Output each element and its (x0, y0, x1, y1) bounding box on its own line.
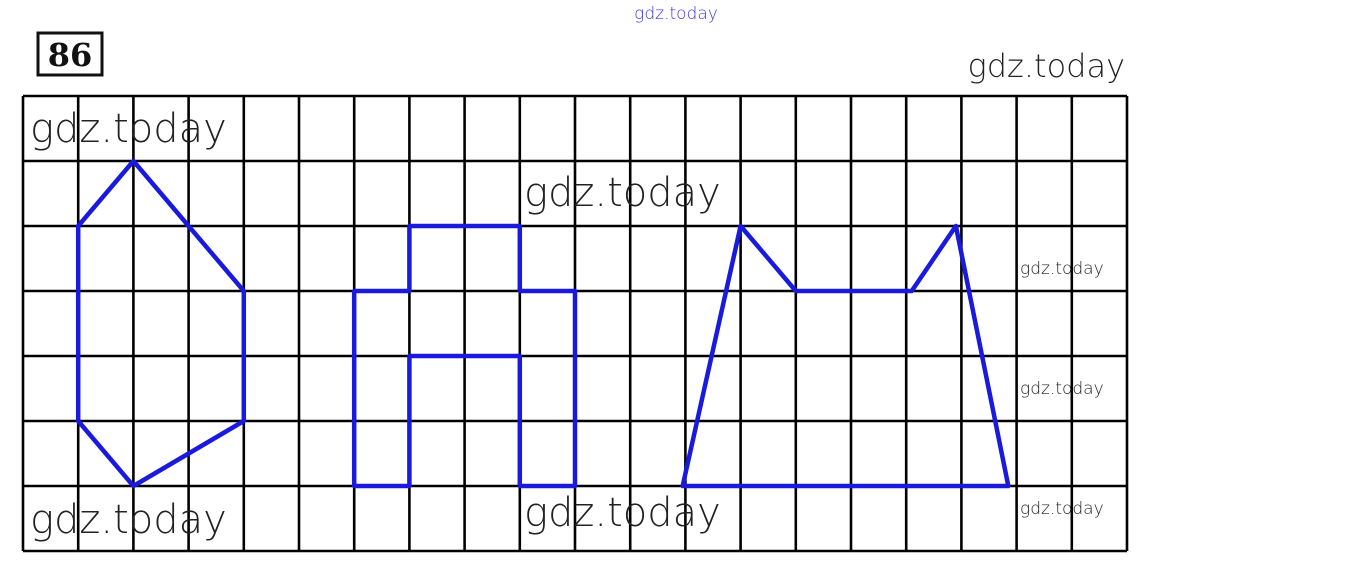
watermark: gdz.today (524, 170, 721, 216)
cross-polygon (351, 223, 578, 489)
problem-number-box (36, 31, 104, 77)
watermark: gdz.today (968, 47, 1125, 85)
watermark: gdz.today (30, 497, 227, 543)
watermark: gdz.today (1020, 259, 1104, 279)
watermark: gdz.today (30, 106, 227, 152)
shapes (75, 158, 1011, 489)
watermark: gdz.today (524, 490, 721, 536)
watermark: gdz.today (1020, 379, 1104, 399)
watermark: gdz.today (634, 4, 718, 24)
cat-polygon (680, 223, 1011, 489)
hexagon (75, 158, 247, 489)
watermark: gdz.today (1020, 499, 1104, 519)
problem-number: 86 (48, 36, 93, 74)
